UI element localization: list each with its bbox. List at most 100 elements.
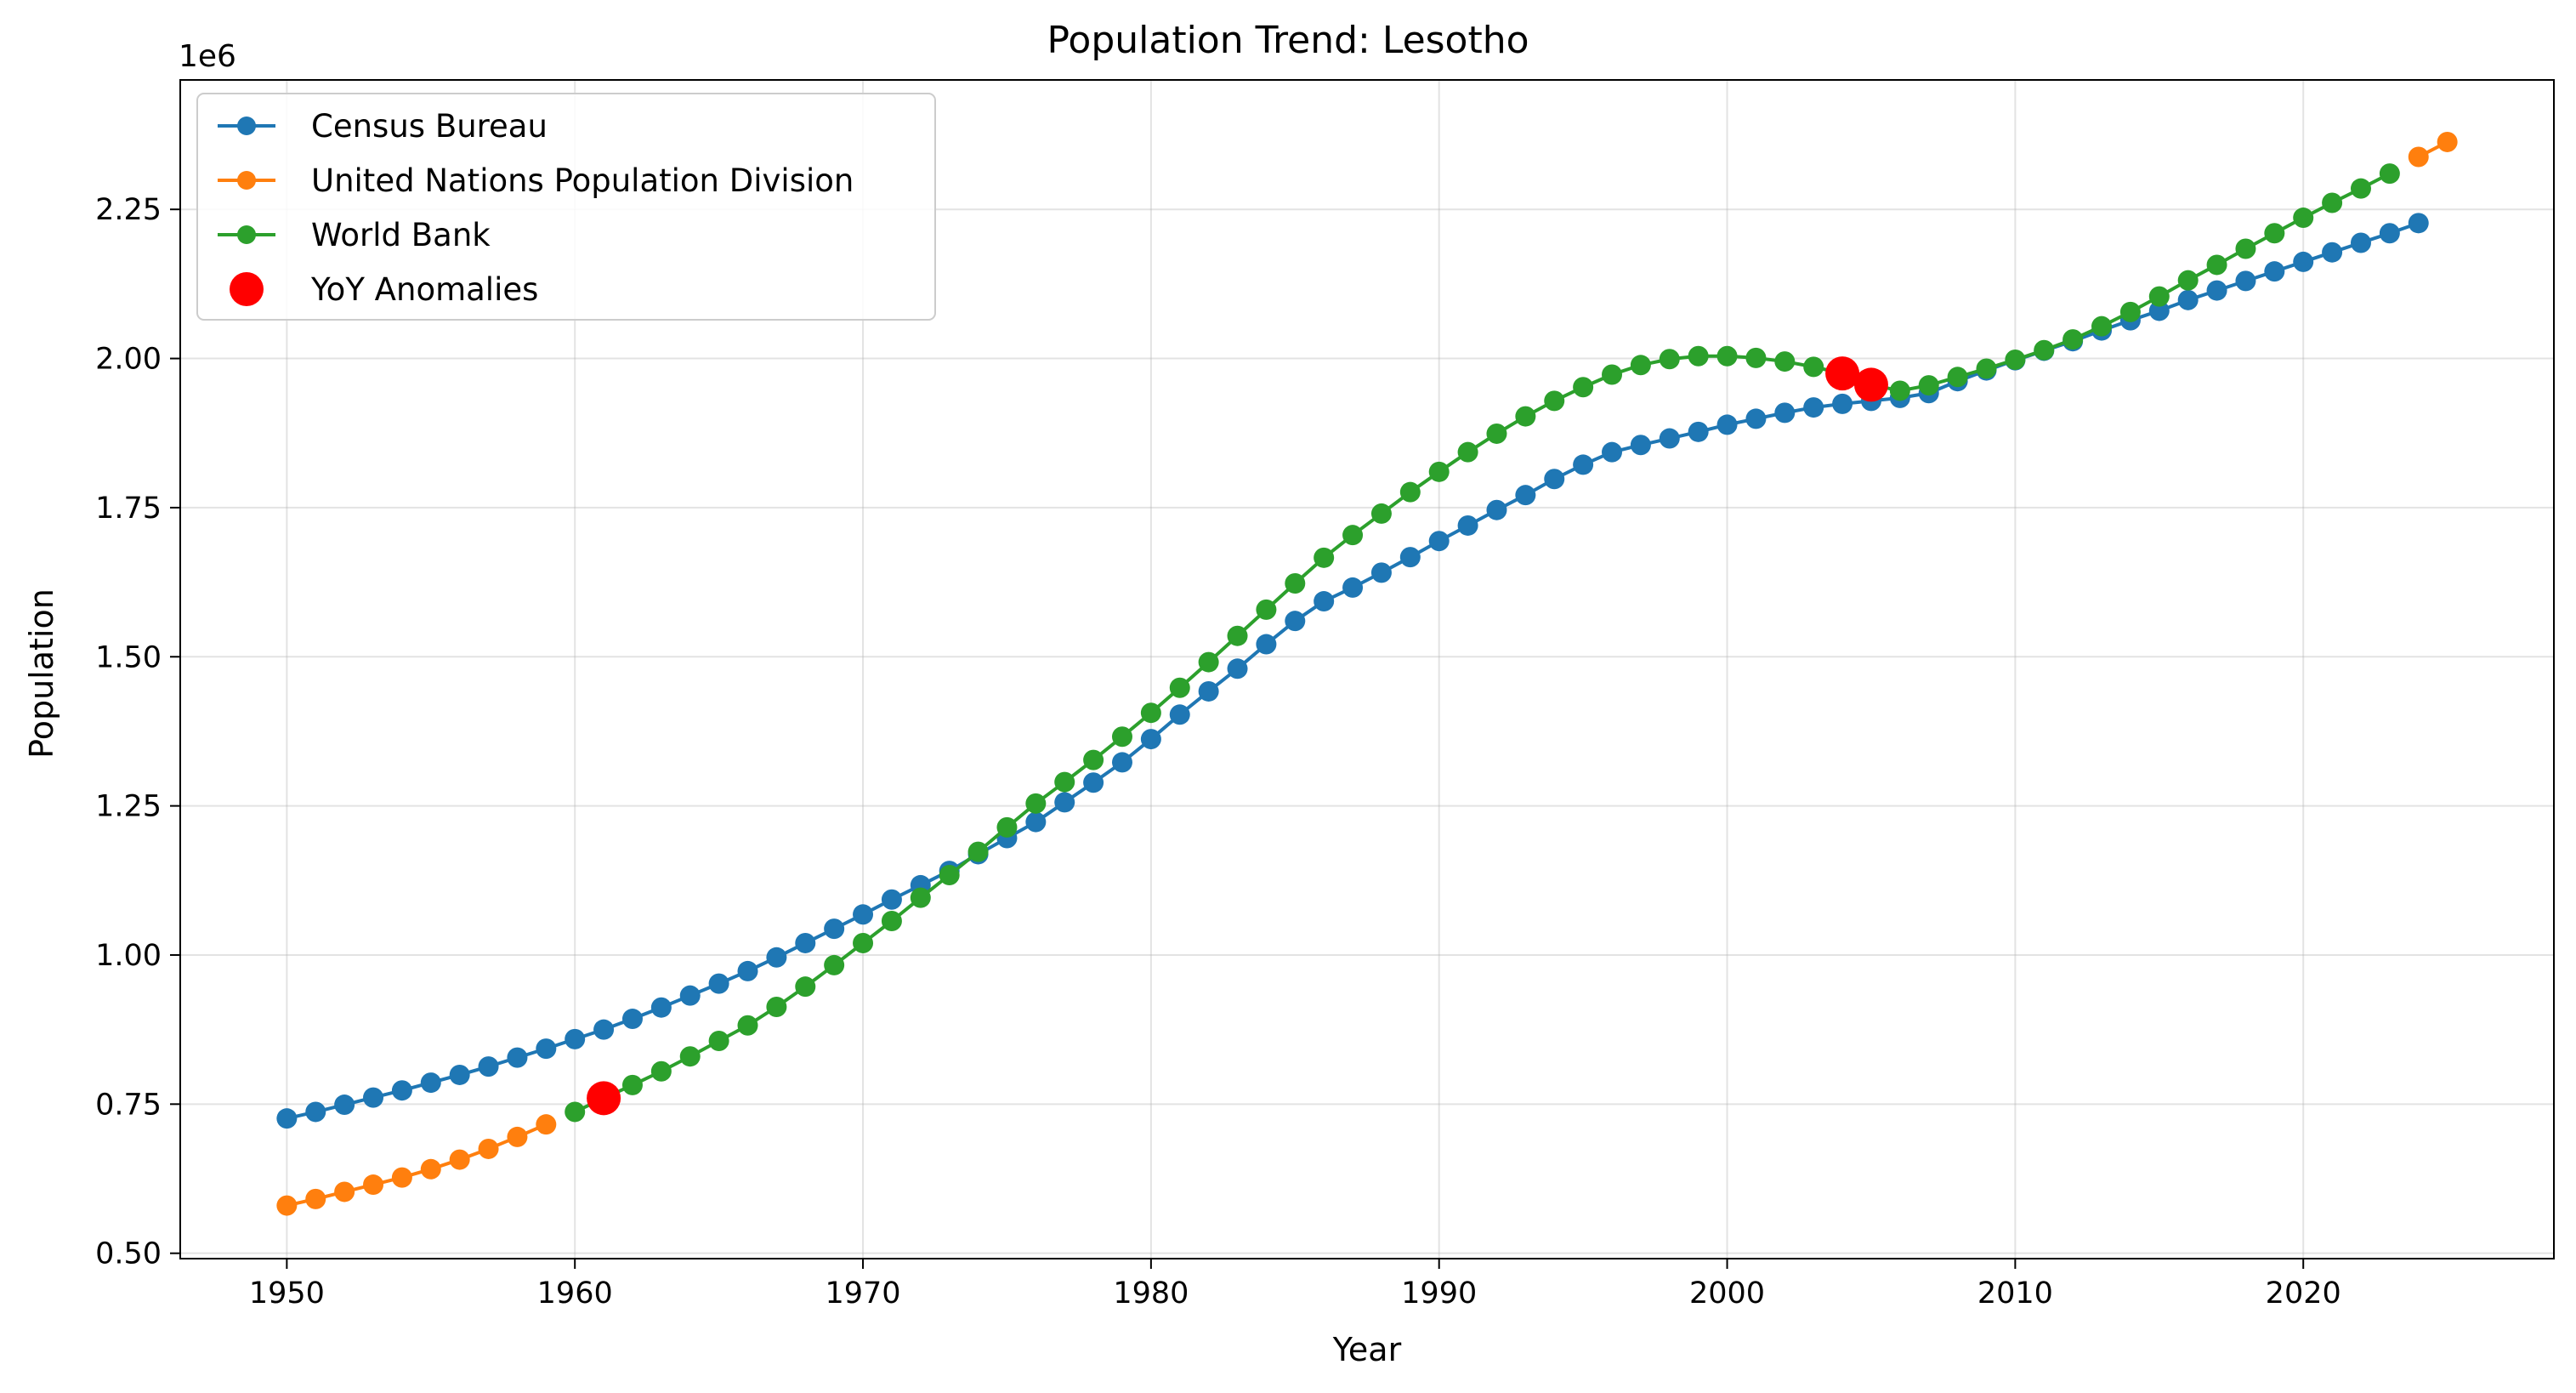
data-point (2293, 251, 2314, 272)
data-point (1515, 485, 1536, 506)
data-point (1486, 499, 1507, 520)
data-point (650, 997, 672, 1018)
data-point (1342, 577, 1364, 598)
data-point (363, 1174, 384, 1196)
data-point (2350, 178, 2371, 199)
data-point (621, 1074, 643, 1095)
data-point (2235, 238, 2256, 259)
x-tick-label: 2000 (1689, 1276, 1765, 1311)
legend-label-census-bureau: Census Bureau (311, 108, 548, 145)
data-point (1745, 347, 1767, 368)
data-point (1256, 599, 1277, 620)
legend-box (196, 93, 936, 321)
legend-label-yoy-anomalies: YoY Anomalies (310, 271, 538, 308)
data-point (2437, 131, 2458, 152)
data-point (621, 1009, 643, 1030)
y-axis-offset-label: 1e6 (179, 39, 236, 74)
x-tick-label: 2020 (2266, 1276, 2341, 1311)
axis-ticks: 1950 1960 1970 1980 1990 2000 2010 2020 0.50 0.75… (95, 193, 2341, 1311)
data-point (1428, 461, 1450, 482)
data-point (449, 1064, 470, 1085)
data-point (420, 1072, 441, 1094)
data-point (1342, 525, 1364, 546)
y-tick-label: 1.75 (95, 492, 162, 526)
x-tick-label: 1980 (1113, 1276, 1189, 1311)
x-tick-label: 1990 (1401, 1276, 1477, 1311)
data-point (565, 1101, 586, 1123)
y-tick-label: 1.25 (95, 790, 162, 824)
anomaly-point (587, 1081, 621, 1116)
legend-label-world-bank: World Bank (311, 217, 491, 253)
data-point (881, 910, 902, 931)
x-tick-label: 1950 (249, 1276, 325, 1311)
data-point (1630, 355, 1651, 376)
data-point (1083, 772, 1104, 793)
axes-frame (179, 79, 2555, 1259)
data-point (737, 1015, 758, 1036)
data-point (1285, 611, 1306, 632)
data-point (2379, 223, 2400, 244)
data-point (2206, 254, 2227, 276)
data-point (1111, 752, 1132, 773)
data-point (2264, 223, 2285, 244)
data-point (2063, 329, 2084, 350)
data-point (1688, 345, 1709, 367)
legend-label-un-population-division: United Nations Population Division (311, 162, 854, 199)
data-point (507, 1047, 528, 1068)
data-point (1544, 469, 1565, 490)
data-point (766, 997, 787, 1018)
data-point (1314, 547, 1335, 568)
data-point (334, 1181, 355, 1203)
data-point (2091, 316, 2113, 337)
data-point (1025, 793, 1047, 814)
data-point (2119, 301, 2141, 322)
data-point (1111, 726, 1132, 748)
data-point (1227, 658, 1248, 679)
y-tick-label: 2.25 (95, 193, 162, 227)
data-point (967, 841, 989, 862)
data-point (478, 1138, 499, 1159)
data-point (1025, 811, 1047, 833)
data-point (420, 1158, 441, 1180)
data-point (593, 1019, 615, 1040)
x-tick-label: 2010 (1977, 1276, 2053, 1311)
data-point (1399, 481, 1421, 503)
data-point (2379, 163, 2400, 185)
data-point (1947, 367, 1968, 388)
data-point (1285, 572, 1306, 594)
chart-title: Population Trend: Lesotho (1047, 19, 1529, 62)
data-point (1544, 390, 1565, 412)
data-point (1314, 591, 1335, 612)
data-point (478, 1056, 499, 1077)
data-point (766, 947, 787, 968)
data-point (391, 1167, 412, 1188)
anomaly-point (1853, 367, 1888, 402)
data-point (1054, 792, 1075, 813)
data-point (1745, 408, 1767, 429)
legend-marker-un-population-division (237, 171, 256, 190)
legend-marker-yoy-anomalies (230, 272, 264, 306)
legend-marker-world-bank (237, 225, 256, 244)
data-point (1918, 375, 1939, 396)
data-point (1083, 749, 1104, 770)
data-point (1457, 441, 1478, 463)
data-point (1457, 515, 1478, 536)
data-point (276, 1195, 298, 1216)
data-point (1602, 441, 1623, 463)
data-point (1198, 680, 1219, 702)
data-point (2322, 192, 2343, 213)
data-point (1370, 503, 1392, 524)
data-point (2177, 270, 2199, 291)
series-united-nations-population-division (276, 131, 2458, 1216)
data-point (334, 1094, 355, 1116)
data-point (1602, 364, 1623, 385)
data-point (1630, 435, 1651, 456)
data-point (1573, 454, 1594, 475)
data-point (1140, 702, 1161, 724)
data-point (939, 864, 960, 885)
data-point (2293, 208, 2314, 229)
data-point (1716, 414, 1738, 435)
data-point (737, 960, 758, 981)
data-point (708, 1030, 729, 1051)
